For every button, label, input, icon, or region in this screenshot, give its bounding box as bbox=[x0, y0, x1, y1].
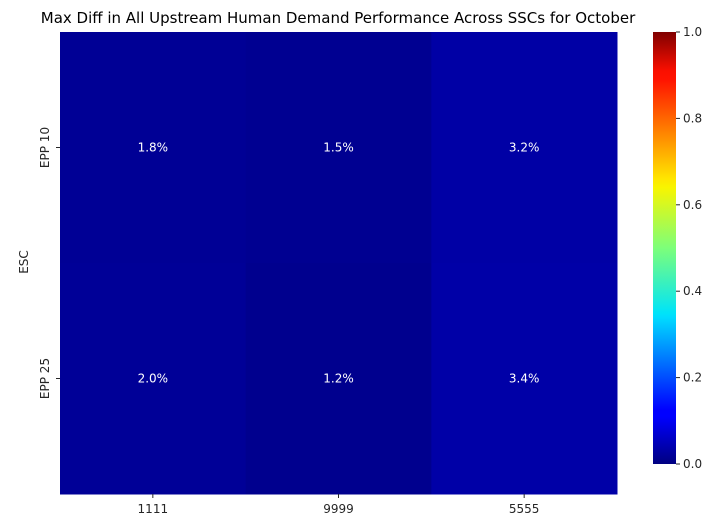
heatmap-cell bbox=[431, 32, 618, 264]
colorbar-tick-label: 1.0 bbox=[683, 25, 702, 39]
y-tick-label: EPP 10 bbox=[38, 127, 52, 168]
x-tick-label: 1111 bbox=[138, 502, 169, 516]
y-axis-label: ESC bbox=[17, 250, 31, 274]
heatmap-cell bbox=[245, 32, 432, 264]
y-tick-label: EPP 25 bbox=[38, 358, 52, 399]
cell-value-label: 3.2% bbox=[509, 141, 540, 155]
colorbar bbox=[653, 32, 676, 464]
cell-value-label: 3.4% bbox=[509, 372, 540, 386]
colorbar-tick-label: 0.4 bbox=[683, 284, 702, 298]
chart-title: Max Diff in All Upstream Human Demand Pe… bbox=[41, 9, 636, 27]
heatmap-cell bbox=[60, 32, 247, 264]
heatmap-cell-labels: 1.8% 1.5% 3.2% 2.0% 1.2% 3.4% bbox=[138, 141, 540, 386]
cell-value-label: 2.0% bbox=[138, 372, 169, 386]
y-axis-ticks: EPP 10 EPP 25 bbox=[38, 127, 60, 399]
heatmap-cell bbox=[245, 263, 432, 495]
x-tick-label: 5555 bbox=[509, 502, 540, 516]
heatmap-cell bbox=[60, 263, 247, 495]
colorbar-ticks: 0.0 0.2 0.4 0.6 0.8 1.0 bbox=[676, 25, 702, 471]
x-axis-ticks: 1111 9999 5555 bbox=[138, 494, 540, 516]
cell-value-label: 1.5% bbox=[323, 141, 354, 155]
heatmap-cell bbox=[431, 263, 618, 495]
x-tick-label: 9999 bbox=[323, 502, 354, 516]
colorbar-tick-label: 0.8 bbox=[683, 111, 702, 125]
colorbar-tick-label: 0.2 bbox=[683, 371, 702, 385]
cell-value-label: 1.2% bbox=[323, 372, 354, 386]
cell-value-label: 1.8% bbox=[138, 141, 169, 155]
colorbar-tick-label: 0.6 bbox=[683, 198, 702, 212]
heatmap-cells bbox=[60, 32, 618, 495]
colorbar-tick-label: 0.0 bbox=[683, 457, 702, 471]
